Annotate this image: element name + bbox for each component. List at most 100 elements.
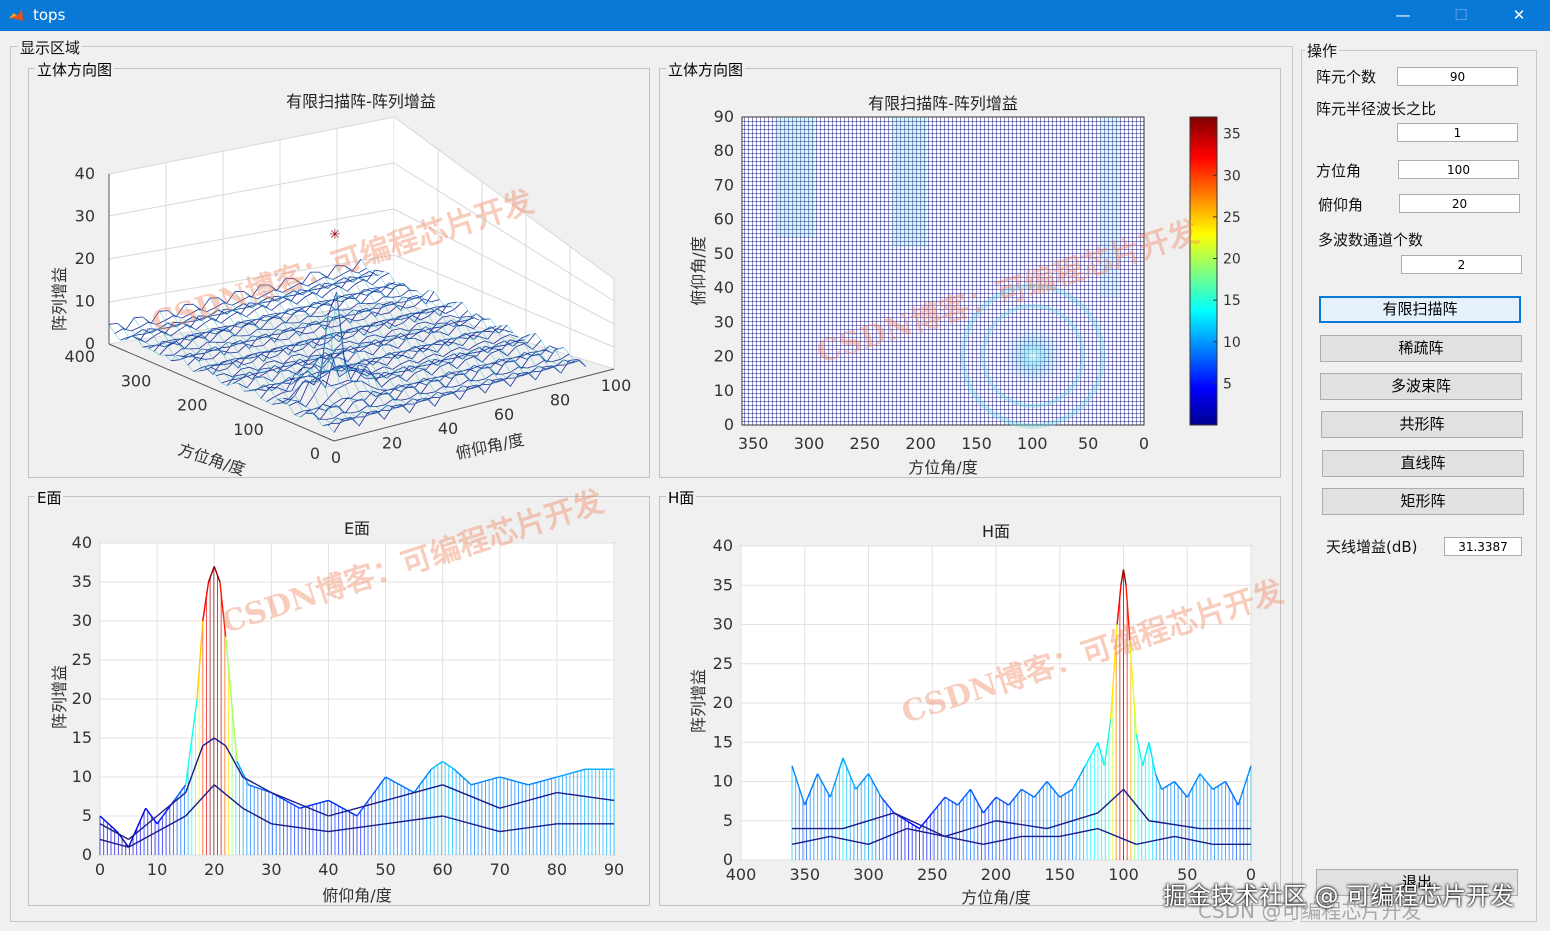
series-0-segment xyxy=(385,776,415,794)
peak-marker: ✳ xyxy=(329,227,341,243)
series-0-segment xyxy=(1071,765,1086,790)
series-0-segment xyxy=(499,776,529,786)
heatmap-chart[interactable]: 有限扫描阵-阵列增益 xyxy=(660,69,1280,477)
series-0-segment xyxy=(969,789,984,814)
series-0-segment xyxy=(1097,742,1106,766)
x-tick-label: 250 xyxy=(917,865,948,884)
series-0-segment xyxy=(196,620,204,700)
watermark-footer-2: CSDN @可编程芯片开发 xyxy=(1198,899,1422,923)
mesh-col xyxy=(176,315,402,411)
x-tick-label: 350 xyxy=(738,434,769,453)
y-ticks: 0 5 10 15 20 25 30 35 40 xyxy=(72,533,92,864)
linear-array-button[interactable]: 直线阵 xyxy=(1322,450,1524,477)
x-tick-label: 100 xyxy=(1108,865,1139,884)
series-0-segment xyxy=(224,636,238,762)
series-1-segment xyxy=(944,820,997,838)
close-button[interactable]: ✕ xyxy=(1512,6,1526,24)
elevation-input[interactable]: 20 xyxy=(1399,194,1520,213)
series-2-segment xyxy=(499,823,557,833)
x-tick-label: 40 xyxy=(438,419,458,438)
operations-label: 操作 xyxy=(1305,40,1340,61)
series-0-segment xyxy=(145,807,158,825)
series-1-segment xyxy=(1097,788,1124,814)
series-2-segment xyxy=(868,827,908,845)
h-plane-chart[interactable]: H面 400 350 300 250 200 150 100 50 0 0 5 10 15 20 25 30… xyxy=(660,497,1280,905)
series-1-segment xyxy=(242,776,272,794)
series-1-segment xyxy=(893,812,946,838)
conformal-array-button[interactable]: 共形阵 xyxy=(1321,411,1523,438)
series-0-segment xyxy=(982,796,997,814)
series-0-segment xyxy=(1084,741,1099,767)
multibeam-array-button[interactable]: 多波束阵 xyxy=(1320,373,1522,400)
mesh-col xyxy=(285,278,511,387)
chart-title: 有限扫描阵-阵列增益 xyxy=(286,92,436,111)
series-1-segment xyxy=(995,820,1048,830)
y-tick-label: 5 xyxy=(723,811,733,830)
panel-h-label: H面 xyxy=(666,487,697,508)
series-2-segment xyxy=(213,784,244,809)
x-tick-label: 200 xyxy=(905,434,936,453)
series-1-segment xyxy=(185,745,204,793)
y-tick-label: 30 xyxy=(72,611,92,630)
x-tick-label: 300 xyxy=(853,865,884,884)
y-tick-label: 0 xyxy=(82,845,92,864)
mesh-col xyxy=(302,282,528,379)
sparse-array-button[interactable]: 稀疏阵 xyxy=(1320,335,1522,362)
series-0-segment xyxy=(556,768,586,778)
colorbar-tick-label: 35 xyxy=(1223,127,1241,143)
mesh-col xyxy=(335,265,562,374)
element-count-label: 阵元个数 xyxy=(1316,68,1377,86)
series-0-segment xyxy=(1103,718,1112,766)
y-tick-label: 0 xyxy=(724,415,734,434)
y-tick-label: 80 xyxy=(714,141,734,160)
element-count-input[interactable]: 90 xyxy=(1397,67,1518,86)
mesh-col xyxy=(142,316,368,418)
mesh-col xyxy=(167,292,393,411)
radius-wavelength-input[interactable]: 1 xyxy=(1397,123,1518,142)
series-1-segment xyxy=(202,737,215,747)
chart-title: 有限扫描阵-阵列增益 xyxy=(868,94,1018,113)
maximize-button[interactable]: ☐ xyxy=(1454,6,1468,24)
azimuth-input[interactable]: 100 xyxy=(1398,160,1519,179)
e-plane-chart[interactable]: E面 0 10 20 30 40 50 60 70 80 90 0510152025303540 … xyxy=(29,497,649,905)
x-tick-label: 70 xyxy=(490,860,510,879)
chart-title: H面 xyxy=(982,522,1010,541)
x-tick-label: 0 xyxy=(1246,865,1256,884)
panel-heatmap: 立体方向图 有限扫描阵-阵列增益 xyxy=(659,59,1281,478)
exit-button[interactable]: 退出 xyxy=(1316,869,1518,896)
series-0-segment xyxy=(453,768,472,786)
channel-count-input[interactable]: 2 xyxy=(1401,255,1522,274)
x-tick-label: 30 xyxy=(261,860,281,879)
z-tick-label: 10 xyxy=(75,292,95,311)
series-1-segment xyxy=(385,784,443,802)
x-tick-label: 200 xyxy=(981,865,1012,884)
series-0-segment xyxy=(1122,569,1127,586)
series-0-segment xyxy=(1021,788,1035,798)
series-0-segment xyxy=(413,768,432,794)
mesh-col xyxy=(327,276,553,372)
series-0-segment xyxy=(957,788,972,806)
grid-3d xyxy=(108,116,615,370)
y-tick-label: 10 xyxy=(713,772,733,791)
y-tick-label: 100 xyxy=(233,420,264,439)
series-1-segment xyxy=(213,737,227,747)
series-0-segment xyxy=(1116,585,1122,625)
series-1-segment xyxy=(128,815,158,840)
series-2-segment xyxy=(156,815,187,833)
mesh-col xyxy=(318,271,545,373)
minimize-button[interactable]: — xyxy=(1395,6,1411,24)
panel-h-plane: H面 H面 400 350 300 250 200 150 100 50 0 0 5 10 15 20 2… xyxy=(659,487,1281,906)
series-1-segment xyxy=(556,791,615,802)
chart-title: E面 xyxy=(344,519,370,538)
x-axis-label: 方位角/度 xyxy=(961,888,1030,905)
mesh-col xyxy=(209,298,436,407)
x-ticks: 0 20 40 60 80 100 xyxy=(331,376,631,467)
mesh-col xyxy=(108,324,335,433)
series-2-segment xyxy=(271,823,329,833)
limited-scan-array-button[interactable]: 有限扫描阵 xyxy=(1319,296,1521,323)
rectangular-array-button[interactable]: 矩形阵 xyxy=(1322,488,1524,515)
series-2-segment xyxy=(906,827,946,838)
x-axis-label: 俯仰角/度 xyxy=(454,430,526,463)
colorbar-tick-label: 5 xyxy=(1223,376,1232,392)
